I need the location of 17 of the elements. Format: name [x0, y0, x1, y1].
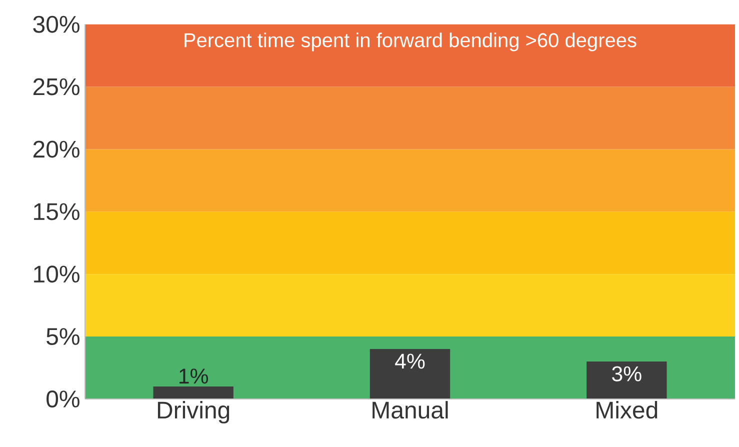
bar — [370, 349, 450, 399]
y-tick-label: 20% — [33, 140, 80, 158]
x-tick-label: Driving — [158, 401, 230, 424]
y-tick-label: 5% — [46, 328, 80, 345]
bar — [586, 362, 667, 399]
chart-title: Percent time spent in forward bending >60 degrees — [184, 32, 636, 52]
bar — [153, 386, 234, 399]
y-tick-label: 30% — [33, 16, 80, 33]
y-tick-label: 10% — [34, 266, 80, 283]
y-tick-label: 0% — [46, 390, 80, 408]
y-tick-label: 25% — [33, 78, 80, 96]
data-label: 1% — [180, 368, 208, 384]
data-label: 3% — [612, 366, 642, 382]
y-tick-label: 15% — [34, 203, 80, 220]
x-tick-label: Mixed — [596, 401, 658, 419]
x-tick-label: Manual — [372, 401, 448, 419]
data-label: 4% — [395, 354, 425, 369]
